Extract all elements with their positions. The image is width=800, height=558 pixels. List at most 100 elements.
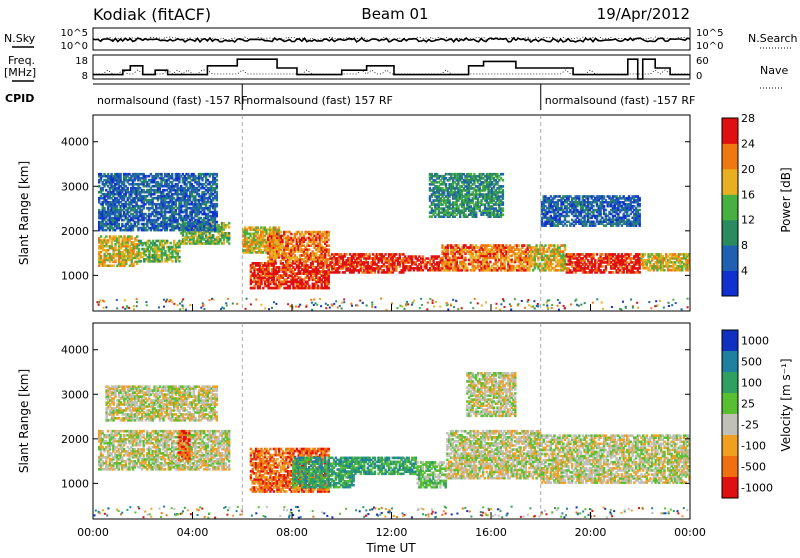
heat-cell [367,261,369,264]
heat-cell [644,253,646,256]
heat-cell [273,231,275,234]
nsky-tick-high: 10^5 [61,28,88,39]
heat-cell [553,244,555,247]
heat-cell [502,173,504,176]
heat-cell [564,244,566,247]
heat-cell [276,233,278,236]
heat-cell [502,201,504,204]
heat-cell [445,183,447,186]
heat-cell [308,248,310,251]
heat-cell [212,234,214,237]
heat-cell [328,287,330,290]
heat-cell [228,232,230,235]
heat-cell [228,226,230,229]
heat-cell [612,271,614,274]
heat-cell [100,235,102,238]
nave-line [93,70,690,74]
heat-cell [328,248,330,251]
freq-tick-high: 18 [75,56,88,67]
heat-cell [171,173,173,176]
heat-cell [278,226,280,229]
freq-trace [93,59,690,79]
heat-cell [178,250,180,253]
cpid-segment-label: normalsound (fast) 157 RF [246,94,393,107]
heat-cell [502,179,504,182]
heat-cell [535,244,537,247]
heat-cell [166,240,168,243]
heat-cell [164,250,166,253]
nave-label: Nave [760,64,788,77]
heat-cell [601,265,603,268]
nsky-tick-low: 10^0 [61,41,88,52]
nsky-label: N.Sky [4,32,36,45]
heat-cell [173,240,175,243]
heat-cell [131,235,133,238]
heat-cell [502,185,504,188]
heat-cell [663,269,665,272]
heat-cell [368,253,370,256]
cpid-segment-label: normalsound (fast) -157 RF [545,94,696,107]
heat-cell [592,253,594,256]
heat-cell [630,253,632,256]
heat-cell [551,263,553,266]
heat-cell [119,173,121,176]
heat-cell [338,271,340,274]
freq-unit: [MHz] [4,66,36,79]
nave-tick-high: 60 [696,56,709,67]
heat-cell [301,231,303,234]
heat-cell [457,244,459,247]
heat-cell [136,235,138,238]
heat-cell [328,239,330,242]
heat-cell [178,260,180,263]
heat-cell [103,207,105,210]
heat-cell [127,187,129,190]
nsky-line [93,38,690,42]
freq-tick-low: 8 [82,71,88,82]
heat-cell [489,261,491,264]
heat-cell [170,242,172,245]
cpid-label: CPID [5,92,34,105]
heat-cell [395,253,397,256]
cpid-segment-label: normalsound (fast) -157 RF [97,94,248,107]
heat-cell [178,256,180,259]
heat-cell [523,244,525,247]
heat-cell [280,231,282,234]
nsearch-label: N.Search [748,32,798,45]
heat-cell [140,260,142,263]
heat-cell [112,265,114,268]
station-title: Kodiak (fitACF) [93,5,211,24]
heat-cell [345,253,347,256]
heat-cell [171,260,173,263]
heat-cell [596,253,598,256]
nave-tick-low: 0 [696,71,702,82]
heat-cell [639,271,641,274]
heat-cell [466,267,468,270]
heat-cell [601,253,603,256]
heat-cell [178,223,180,226]
heat-cell [100,255,102,257]
heat-cell [384,253,386,256]
beam-title: Beam 01 [361,5,428,23]
nsearch-tick-high: 10^5 [696,28,723,39]
heat-cell [114,259,116,262]
heat-cell [160,173,162,176]
heat-cell [518,244,520,247]
heat-cell [422,255,424,257]
heat-cell [475,211,477,214]
heat-cell [328,245,330,248]
heat-cell [502,213,504,216]
heat-cell [502,207,504,210]
heat-cell [228,222,230,225]
nsky-trace [93,37,690,42]
freq-line [93,59,690,79]
heat-cell [464,263,466,266]
heat-cell [544,244,546,247]
heat-cell [328,231,330,234]
heat-cell [105,235,107,238]
heat-cell [448,199,450,202]
heat-cell [118,223,120,226]
heat-cell [228,242,230,245]
